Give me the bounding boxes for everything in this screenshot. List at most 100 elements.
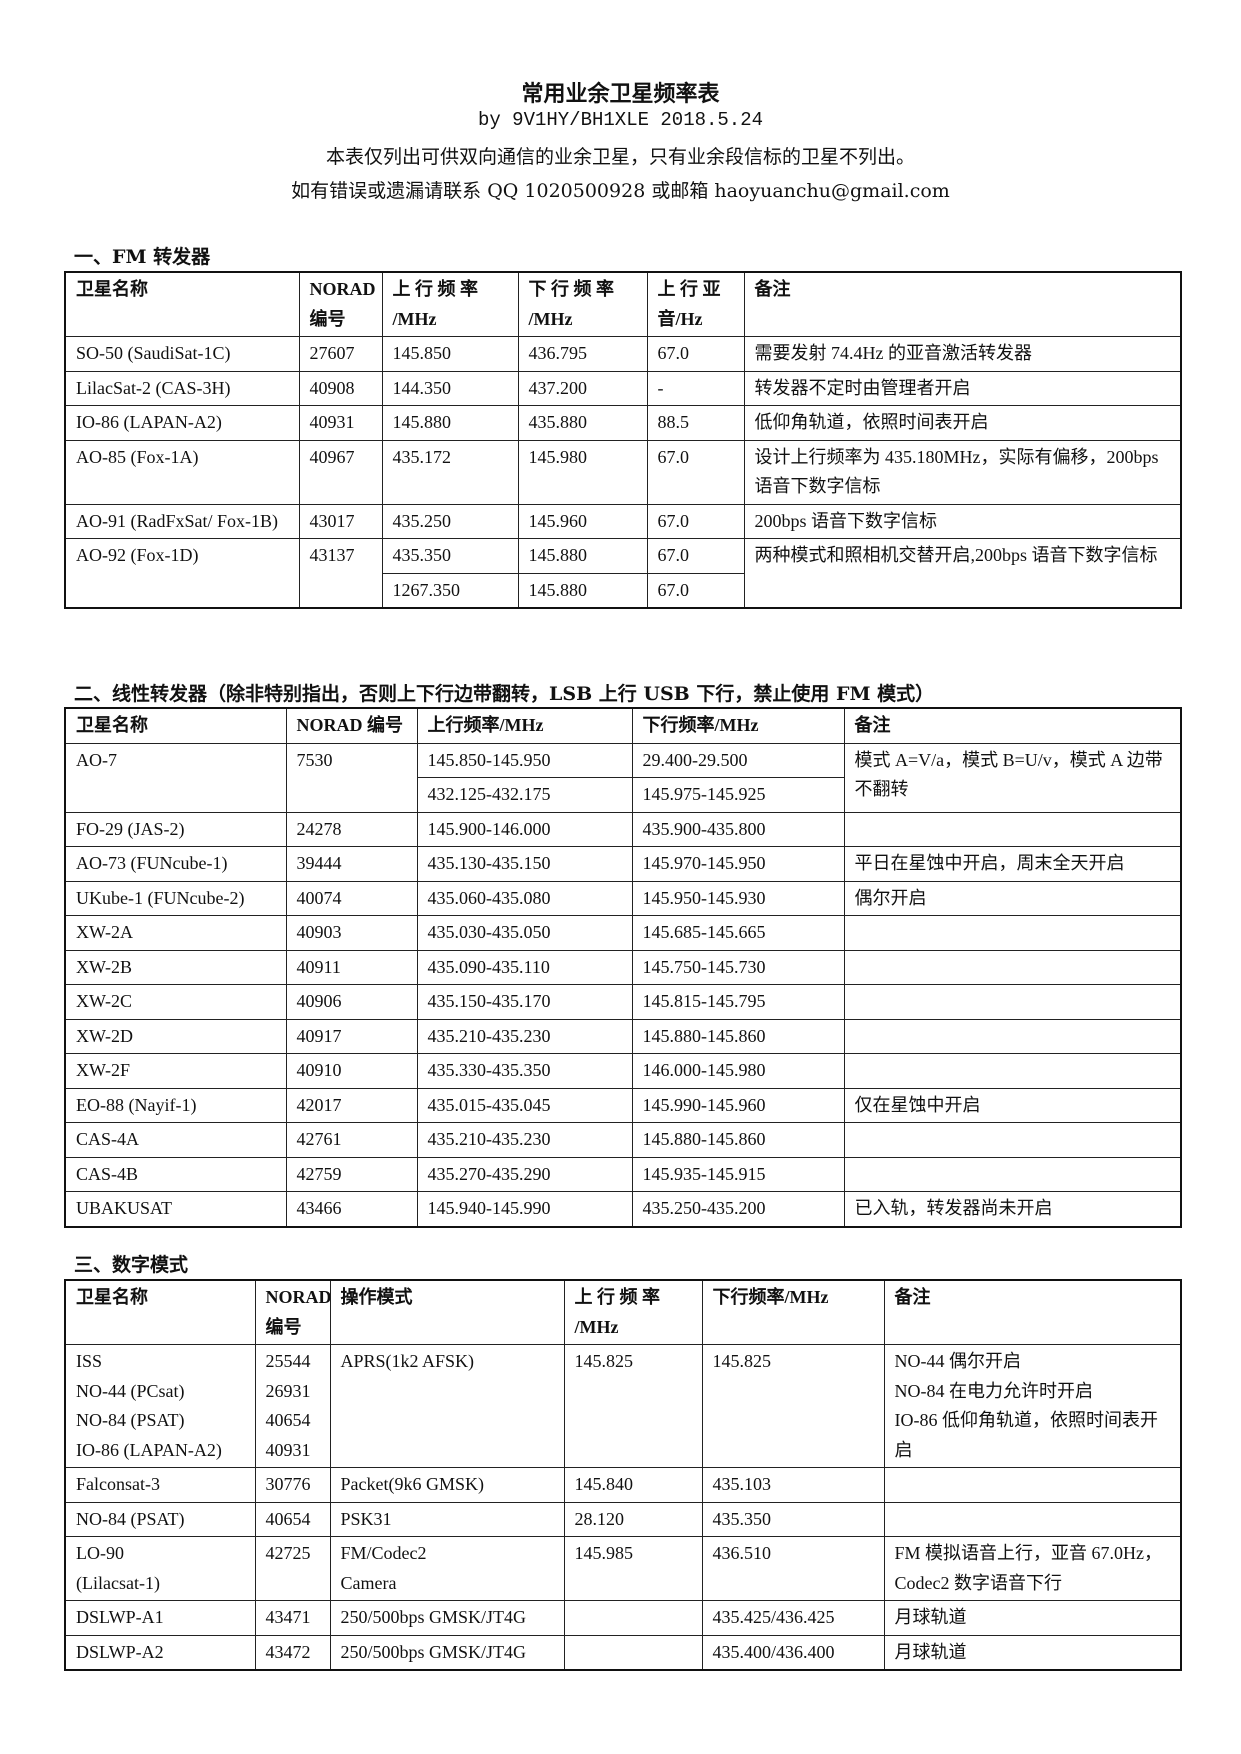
table-row: ISS NO-44 (PCsat) NO-84 (PSAT) IO-86 (LAPAN…: [64, 1344, 1182, 1468]
note: 月球轨道: [883, 1600, 1182, 1636]
satellite-name-line: NO-84 (PSAT): [76, 1508, 185, 1529]
note-line: 月球轨道: [894, 1641, 967, 1662]
uplink-freq: 144.350: [381, 370, 519, 406]
column-header-name: 卫星名称: [64, 271, 300, 337]
note-line: 月球轨道: [894, 1607, 967, 1627]
scope-note: 本表仅列出可供双向通信的业余卫星，只有业余段信标的卫星不列出。: [325, 146, 915, 168]
digital-mode-table: 卫星名称 NORAD 编号 操作模式上 行 频 率 /MHz 下行频率/MHz 备注 IS…: [64, 1279, 1182, 1671]
satellite-name-line: NO-44 (PCsat): [76, 1380, 185, 1401]
satellite-name-line: Falconsat-3: [76, 1474, 160, 1494]
uplink-freq: 435.172: [381, 439, 519, 505]
uplink-freq: 435.210-435.230: [416, 1018, 633, 1054]
note: 低仰角轨道，依照时间表开启: [743, 405, 1182, 441]
uplink-freq: [563, 1634, 703, 1671]
byline: by 9V1HY/BH1XLE 2018.5.24: [477, 109, 764, 131]
satellite-name: AO-7: [64, 742, 287, 813]
norad-id: 40654: [254, 1501, 331, 1537]
operating-mode: Packet(9k6 GMSK): [329, 1467, 565, 1503]
uplink-freq: [563, 1600, 703, 1636]
norad-id: 30776: [254, 1467, 331, 1503]
note-line: IO-86 低仰角轨道，依照时间表开启: [894, 1410, 1159, 1460]
satellite-name: ISS NO-44 (PCsat) NO-84 (PSAT) IO-86 (LAPAN…: [64, 1344, 256, 1468]
norad-id: 40908: [298, 370, 383, 406]
norad-id: 40917: [285, 1018, 418, 1054]
uplink-freq: 145.900-146.000: [416, 811, 633, 847]
norad-id: 40911: [285, 949, 418, 985]
uplink-tone: 67.0: [646, 503, 745, 539]
operating-mode: 250/500bps GMSK/JT4G: [329, 1600, 565, 1636]
norad-id: 43017: [298, 503, 383, 539]
satellite-name: XW-2B: [64, 949, 287, 985]
uplink-freq: 145.825: [563, 1344, 703, 1468]
norad-id: 40906: [285, 984, 418, 1020]
column-header-uplink: 上 行 频 率 /MHz: [563, 1279, 703, 1345]
table-row: NO-84 (PSAT) 40654 PSK31 28.120 435.350: [64, 1501, 1182, 1537]
downlink-freq: 435.103: [701, 1467, 885, 1503]
satellite-name: AO-73 (FUNcube-1): [64, 846, 287, 882]
norad-id: 43466: [285, 1191, 418, 1227]
satellite-name: AO-85 (Fox-1A): [64, 439, 300, 505]
table-row: DSLWP-A1 43471 250/500bps GMSK/JT4G 435.425…: [64, 1600, 1182, 1636]
norad-id: 43472: [254, 1634, 331, 1671]
satellite-name-line: LO-90: [76, 1543, 124, 1563]
note: 平日在星蚀中开启，周末全天开启: [843, 846, 1182, 882]
operating-mode: FM/Codec2 Camera: [329, 1536, 565, 1601]
operating-mode-line: PSK31: [340, 1508, 392, 1529]
norad-id: 42725: [254, 1536, 331, 1601]
downlink-freq: 435.350: [701, 1501, 885, 1537]
contact-info: 如有错误或遗漏请联系 QQ 1020500928 或邮箱 haoyuanchu@…: [291, 180, 950, 202]
norad-id: 42761: [285, 1122, 418, 1158]
downlink-freq: 435.425/436.425: [701, 1600, 885, 1636]
norad-id: 25544 26931 40654 40931: [254, 1344, 331, 1468]
section-heading-fm: 一、FM 转发器: [74, 246, 211, 268]
downlink-freq: 435.250-435.200: [631, 1191, 845, 1227]
column-header-norad: NORAD 编号: [254, 1279, 331, 1345]
column-header-norad: NORAD 编号: [298, 271, 383, 337]
note: [843, 1053, 1182, 1089]
downlink-freq: 435.400/436.400: [701, 1634, 885, 1671]
uplink-freq: 145.850-145.950: [416, 742, 633, 778]
uplink-freq: 435.270-435.290: [416, 1156, 633, 1192]
satellite-name-line: DSLWP-A2: [76, 1641, 164, 1662]
section-heading-digital: 三、数字模式: [74, 1254, 189, 1276]
uplink-freq: 435.350: [381, 538, 519, 574]
uplink-freq: 435.015-435.045: [416, 1087, 633, 1123]
uplink-freq: 435.250: [381, 503, 519, 539]
table-row: XW-2F 40910 435.330-435.350 146.000-145.980: [64, 1053, 1182, 1089]
norad-id-line: 40654: [265, 1508, 311, 1529]
section-heading-linear: 二、线性转发器（除非特别指出，否则上下行边带翻转，LSB 上行 USB 下行，禁…: [74, 683, 935, 705]
operating-mode-line: APRS(1k2 AFSK): [340, 1351, 475, 1371]
table-row: LO-90 (Lilacsat-1) 42725 FM/Codec2 Camera 145…: [64, 1536, 1182, 1601]
column-header-name: 卫星名称: [64, 707, 287, 744]
norad-id: 39444: [285, 846, 418, 882]
note: 两种模式和照相机交替开启,200bps 语音下数字信标: [743, 538, 1182, 609]
downlink-freq: 145.685-145.665: [631, 915, 845, 951]
norad-id-line: 26931: [265, 1380, 311, 1401]
table-row: XW-2A 40903 435.030-435.050 145.685-145.665: [64, 915, 1182, 951]
downlink-freq: 145.980: [517, 439, 648, 505]
downlink-freq: 436.510: [701, 1536, 885, 1601]
table-row: AO-7 7530 145.850-145.950 29.400-29.500 模式 A…: [64, 742, 1182, 813]
satellite-name: DSLWP-A2: [64, 1634, 256, 1671]
fm-transponder-table: 卫星名称 NORAD 编号上 行 频 率 /MHz 下 行 频 率 /MHz 上 行 …: [64, 271, 1182, 609]
table-row: AO-85 (Fox-1A) 40967 435.172 145.980 67.0 设计上…: [64, 439, 1182, 505]
uplink-freq: 435.330-435.350: [416, 1053, 633, 1089]
table-row: AO-73 (FUNcube-1) 39444 435.130-435.150 145…: [64, 846, 1182, 882]
header-row: 卫星名称 NORAD 编号 操作模式上 行 频 率 /MHz 下行频率/MHz 备注: [64, 1279, 1182, 1345]
note: [843, 1156, 1182, 1192]
satellite-name: EO-88 (Nayif-1): [64, 1087, 287, 1123]
uplink-freq: 435.090-435.110: [416, 949, 633, 985]
note: [843, 984, 1182, 1020]
table-row: XW-2C 40906 435.150-435.170 145.815-145.795: [64, 984, 1182, 1020]
uplink-freq: 435.030-435.050: [416, 915, 633, 951]
uplink-freq: 432.125-432.175: [416, 777, 633, 813]
uplink-freq: 145.880: [381, 405, 519, 441]
downlink-freq: 145.880: [517, 572, 648, 609]
column-header-note: 备注: [843, 707, 1182, 744]
downlink-freq: 145.825: [701, 1344, 885, 1468]
table-row: FO-29 (JAS-2) 24278 145.900-146.000 435.900…: [64, 811, 1182, 847]
downlink-freq: 145.880-145.860: [631, 1122, 845, 1158]
satellite-name-line: ISS: [76, 1351, 103, 1371]
note: 仅在星蚀中开启: [843, 1087, 1182, 1123]
uplink-tone: 67.0: [646, 538, 745, 574]
